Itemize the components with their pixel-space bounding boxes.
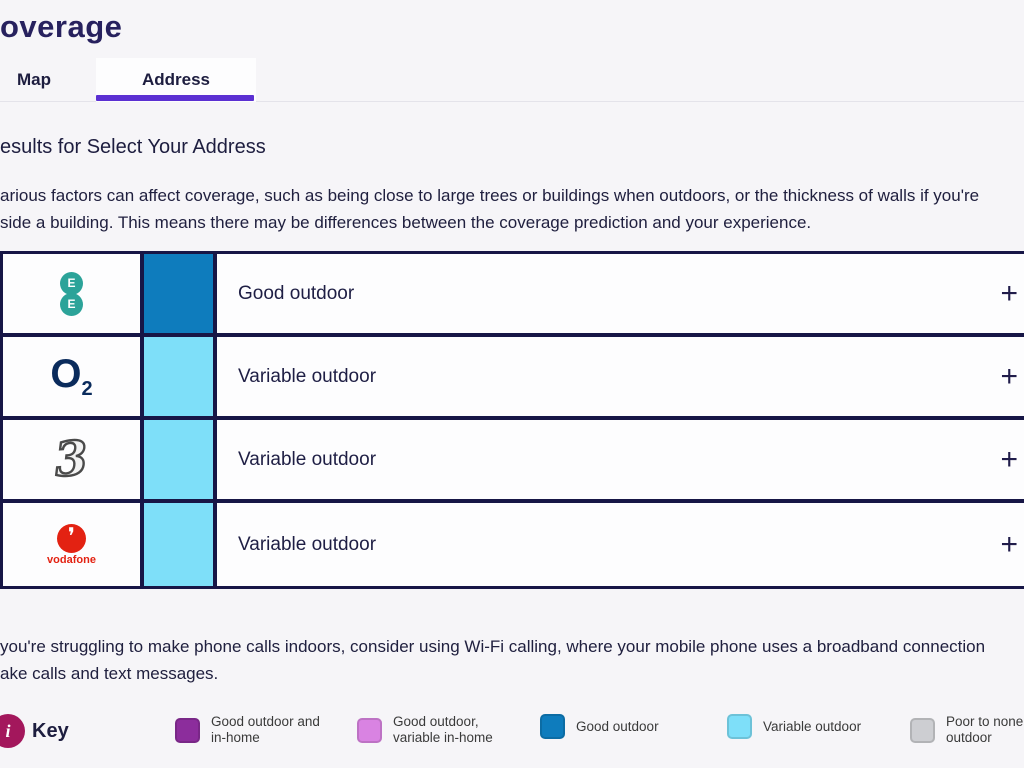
expand-row-button[interactable]: +	[1000, 527, 1018, 561]
operator-logo-cell: E E	[3, 254, 144, 333]
coverage-table: E E Good outdoor + O2 Variable outdoor +	[0, 251, 1024, 589]
tab-bar: Map Address	[0, 58, 1024, 102]
coverage-status-cell: Variable outdoor +	[217, 503, 1024, 586]
table-row-ee: E E Good outdoor +	[3, 254, 1024, 337]
coverage-status-cell: Good outdoor +	[217, 254, 1024, 333]
key-item-label: Good outdoor	[576, 718, 659, 734]
vodafone-speechmark-icon: ❜	[57, 523, 86, 553]
expand-row-button[interactable]: +	[1000, 276, 1018, 310]
three-logo-icon: 3	[52, 430, 91, 490]
coverage-color-cell	[144, 420, 217, 499]
tab-map[interactable]: Map	[17, 70, 51, 89]
key-item-poor-to-none-outdoor: Poor to none outdoor	[910, 714, 1023, 746]
operator-logo-cell: 3	[3, 420, 144, 499]
key-swatch	[910, 717, 935, 743]
ee-logo-circle: E	[60, 271, 83, 295]
key-item-variable-outdoor: Variable outdoor	[727, 714, 861, 739]
ee-logo-icon: E E	[60, 271, 83, 316]
ee-logo-circle: E	[60, 292, 83, 316]
o2-logo-letter: O	[50, 352, 82, 396]
expand-row-button[interactable]: +	[1000, 359, 1018, 393]
coverage-color-cell	[144, 254, 217, 333]
intro-line-1: arious factors can affect coverage, such…	[0, 186, 980, 205]
key-item-good-outdoor: Good outdoor	[540, 714, 659, 739]
wifi-calling-note: you're struggling to make phone calls in…	[0, 634, 1024, 687]
table-row-vodafone: ❜ vodafone Variable outdoor +	[3, 503, 1024, 586]
key-item-good-outdoor-variable-in-home: Good outdoor, variable in-home	[357, 714, 493, 746]
table-row-three: 3 Variable outdoor +	[3, 420, 1024, 503]
key-item-label: Poor to none outdoor	[946, 714, 1024, 745]
operator-logo-cell: O2	[3, 337, 144, 416]
results-heading: esults for Select Your Address	[0, 136, 266, 158]
key-item-good-outdoor-in-home: Good outdoor and in-home	[175, 714, 320, 746]
status-label: Good outdoor	[238, 282, 355, 304]
wifi-note-line-1: you're struggling to make phone calls in…	[0, 637, 986, 656]
operator-logo-cell: ❜ vodafone	[3, 503, 144, 586]
o2-logo-subscript: 2	[81, 378, 93, 400]
expand-row-button[interactable]: +	[1000, 442, 1018, 476]
key-item-label: Good outdoor, variable in-home	[393, 714, 493, 745]
coverage-intro-text: arious factors can affect coverage, such…	[0, 183, 1024, 236]
key-swatch	[540, 714, 565, 739]
table-row-o2: O2 Variable outdoor +	[3, 337, 1024, 420]
coverage-color-cell	[144, 337, 217, 416]
tab-address[interactable]: Address	[96, 58, 256, 102]
key-swatch	[727, 714, 752, 739]
status-label: Variable outdoor	[238, 448, 377, 470]
o2-logo-icon: O2	[50, 354, 92, 399]
vodafone-logo-icon: ❜ vodafone	[47, 523, 96, 566]
coverage-status-cell: Variable outdoor +	[217, 337, 1024, 416]
info-icon: i	[0, 714, 25, 748]
key-label: Key	[32, 720, 69, 742]
status-label: Variable outdoor	[238, 365, 377, 387]
key-swatch	[357, 717, 382, 743]
coverage-status-cell: Variable outdoor +	[217, 420, 1024, 499]
coverage-color-cell	[144, 503, 217, 586]
key-swatch	[175, 717, 200, 743]
status-label: Variable outdoor	[238, 533, 377, 555]
intro-line-2: side a building. This means there may be…	[0, 212, 812, 232]
key-item-label: Variable outdoor	[763, 718, 862, 734]
key-item-label: Good outdoor and in-home	[211, 714, 320, 745]
page-title: overage	[0, 9, 123, 44]
coverage-key: i Key Good outdoor and in-home Good outd…	[0, 700, 1024, 762]
wifi-note-line-2: ake calls and text messages.	[0, 663, 219, 683]
active-tab-underline	[96, 95, 254, 101]
vodafone-logo-text: vodafone	[47, 553, 96, 566]
